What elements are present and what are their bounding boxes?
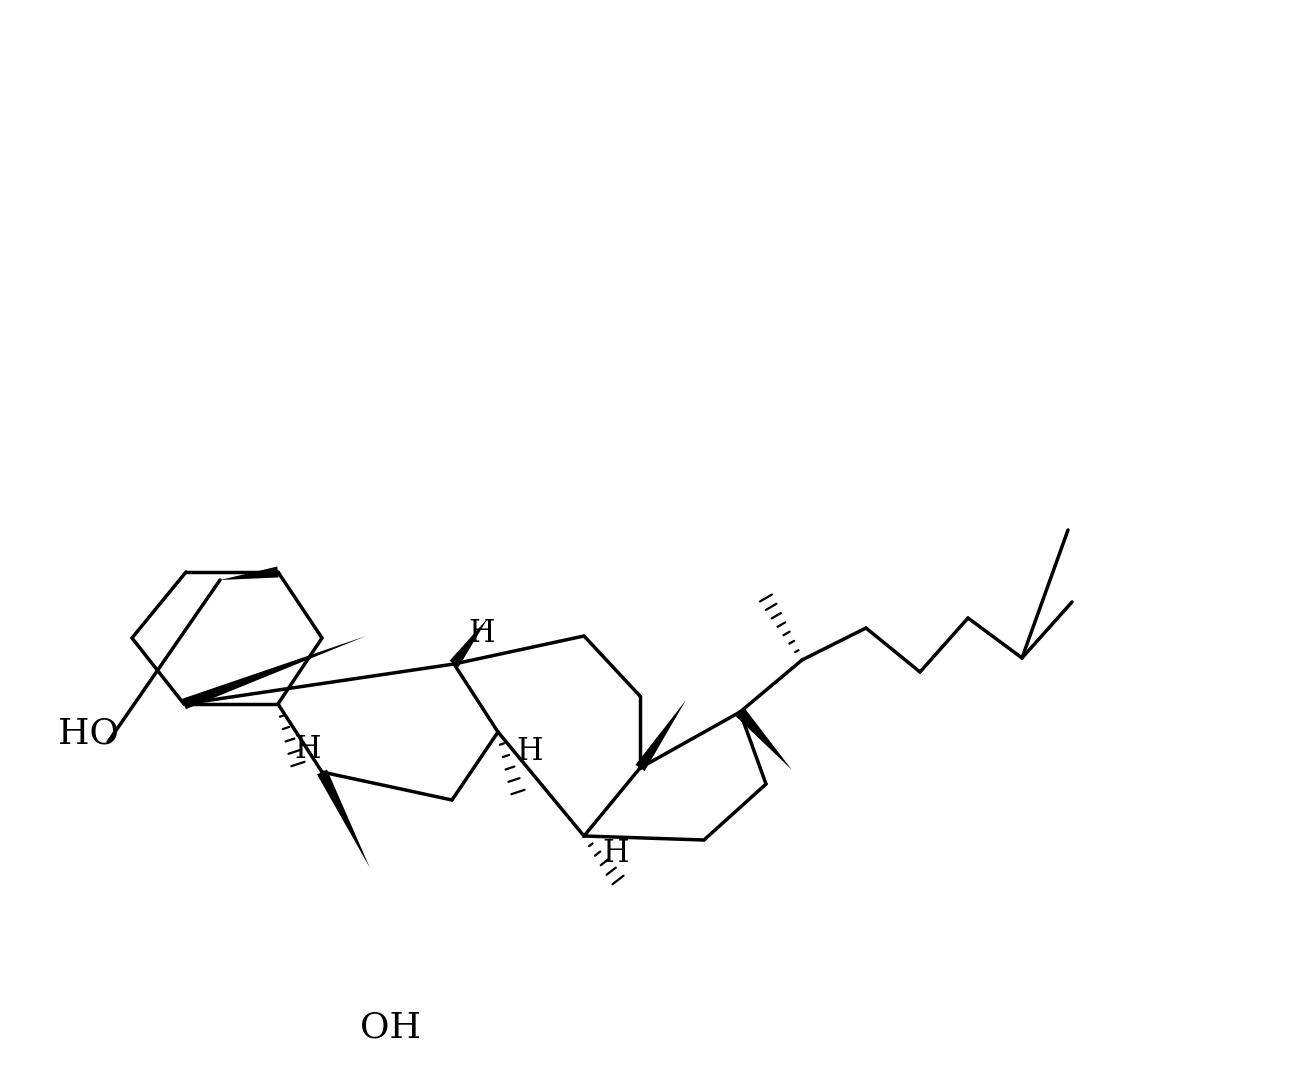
Text: H: H	[468, 619, 494, 650]
Polygon shape	[219, 567, 279, 580]
Text: H: H	[294, 735, 321, 766]
Polygon shape	[317, 770, 371, 868]
Text: OH: OH	[360, 1010, 420, 1044]
Polygon shape	[736, 708, 792, 770]
Text: HO: HO	[58, 717, 120, 751]
Text: H: H	[602, 839, 628, 870]
Text: H: H	[516, 737, 543, 768]
Polygon shape	[183, 636, 367, 709]
Polygon shape	[636, 700, 686, 771]
Polygon shape	[449, 618, 487, 667]
